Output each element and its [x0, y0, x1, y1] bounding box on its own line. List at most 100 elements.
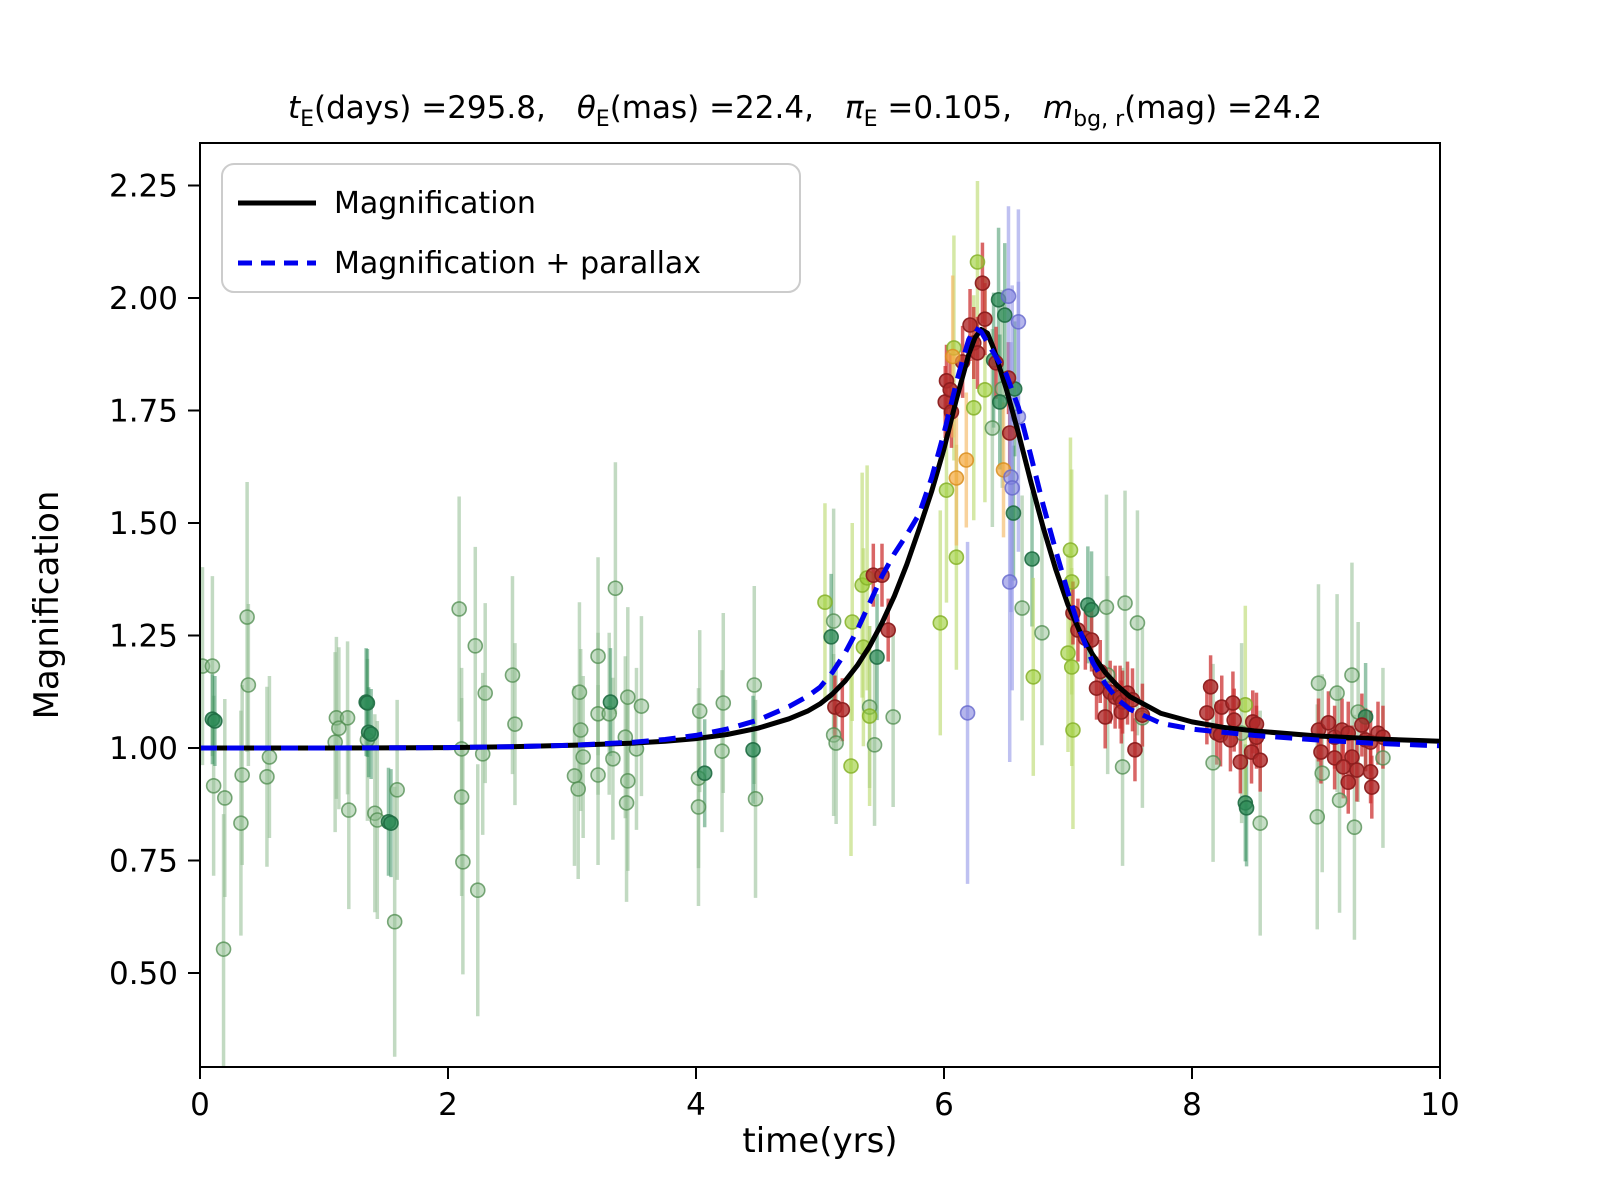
data-point-lightgreen — [817, 594, 833, 611]
data-point-purple — [1004, 480, 1021, 496]
data-point-palegreen — [261, 749, 278, 765]
data-point-purple — [1010, 314, 1027, 330]
data-point-red — [977, 311, 993, 327]
data-point-darkgreen — [823, 629, 839, 645]
data-point-red — [880, 622, 897, 638]
data-point-darkgreen — [996, 307, 1013, 323]
data-point-red — [962, 317, 978, 333]
data-point-palegreen — [215, 941, 232, 957]
data-point-lightgreen — [932, 615, 949, 631]
data-point-palegreen — [339, 710, 356, 726]
data-point-red — [1127, 741, 1143, 758]
data-point-palegreen — [1310, 675, 1327, 692]
data-point-palegreen — [566, 768, 583, 784]
data-point-palegreen — [607, 580, 624, 597]
data-point-red — [1252, 752, 1268, 768]
y-tick-label: 1.75 — [109, 394, 178, 430]
data-point-palegreen — [690, 799, 707, 815]
data-point-darkgreen — [1005, 505, 1022, 521]
data-point-darkgreen — [1083, 602, 1100, 618]
data-point-palegreen — [825, 613, 842, 629]
data-point-red — [1232, 754, 1249, 770]
y-tick-label: 0.75 — [109, 844, 178, 880]
data-point-red — [1225, 695, 1241, 711]
data-point-red — [1364, 779, 1380, 795]
data-point-palegreen — [984, 420, 1001, 436]
data-point-lightgreen — [1060, 645, 1076, 661]
data-point-palegreen — [204, 658, 221, 674]
model-curves-layer — [200, 325, 1440, 751]
x-tick-label: 10 — [1420, 1087, 1459, 1123]
data-point-palegreen — [240, 677, 257, 693]
data-point-palegreen — [633, 698, 650, 714]
data-point-lightgreen — [1063, 659, 1080, 675]
data-point-red — [1320, 714, 1337, 731]
data-point-orange — [958, 452, 975, 468]
data-point-palegreen — [570, 781, 587, 797]
data-point-palegreen — [1346, 819, 1363, 836]
data-point-palegreen — [469, 882, 486, 899]
data-point-orange — [948, 470, 965, 486]
data-point-palegreen — [1344, 667, 1360, 683]
data-point-lightgreen — [1062, 542, 1079, 558]
x-tick-label: 4 — [686, 1087, 706, 1123]
data-point-palegreen — [1375, 750, 1391, 766]
data-point-palegreen — [590, 648, 606, 665]
y-tick-label: 1.25 — [109, 619, 178, 655]
y-tick-label: 0.50 — [109, 956, 178, 992]
data-point-palegreen — [691, 703, 708, 719]
data-point-palegreen — [234, 767, 250, 783]
data-point-red — [1088, 680, 1105, 696]
data-point-palegreen — [233, 815, 249, 831]
y-tick-label: 1.50 — [109, 506, 178, 542]
data-point-darkgreen — [991, 394, 1008, 410]
data-point-palegreen — [618, 795, 635, 811]
data-point-palegreen — [467, 638, 484, 654]
data-point-palegreen — [747, 791, 764, 807]
data-point-darkgreen — [1024, 551, 1040, 567]
data-point-darkgreen — [359, 695, 376, 711]
data-point-palegreen — [619, 773, 636, 789]
data-point-palegreen — [1314, 765, 1330, 782]
data-point-palegreen — [1014, 600, 1030, 616]
data-point-lightgreen — [938, 482, 955, 498]
error-bars-layer — [200, 181, 1385, 1067]
data-point-palegreen — [1331, 792, 1348, 809]
data-point-red — [1344, 749, 1360, 765]
data-point-red — [974, 275, 991, 291]
data-point-palegreen — [239, 609, 255, 625]
data-point-palegreen — [453, 789, 470, 805]
y-tick-label: 2.25 — [109, 169, 178, 205]
data-point-palegreen — [455, 854, 471, 870]
data-point-palegreen — [507, 716, 523, 732]
y-tick-label: 1.00 — [109, 731, 178, 767]
axis-ticks-layer: 0 2 4 6 8 10 0.50 0.75 1.00 1.25 1.50 1.75 2.00 2.25 — [109, 169, 1460, 1124]
data-point-orange — [944, 348, 961, 365]
data-point-palegreen — [451, 601, 467, 617]
data-point-palegreen — [1114, 759, 1131, 775]
data-point-palegreen — [590, 767, 606, 783]
data-point-palegreen — [572, 722, 589, 738]
data-point-palegreen — [477, 685, 494, 701]
data-point-red — [1199, 705, 1215, 721]
data-point-palegreen — [331, 720, 347, 737]
data-point-red — [1226, 712, 1242, 728]
data-point-palegreen — [714, 743, 730, 759]
data-point-lightgreen — [977, 381, 993, 398]
data-point-red — [1202, 678, 1219, 695]
data-point-lightgreen — [843, 758, 859, 774]
data-point-palegreen — [1205, 755, 1221, 771]
data-point-palegreen — [504, 667, 521, 683]
data-point-palegreen — [259, 768, 275, 785]
data-point-palegreen — [828, 735, 844, 751]
data-point-palegreen — [1252, 815, 1268, 831]
data-point-darkgreen — [745, 741, 761, 758]
data-point-red — [1313, 744, 1329, 760]
data-point-red — [1340, 774, 1357, 791]
data-point-darkgreen — [363, 726, 379, 742]
x-tick-label: 8 — [1182, 1087, 1202, 1123]
data-point-purple — [959, 705, 976, 721]
data-point-lightgreen — [1065, 722, 1081, 738]
